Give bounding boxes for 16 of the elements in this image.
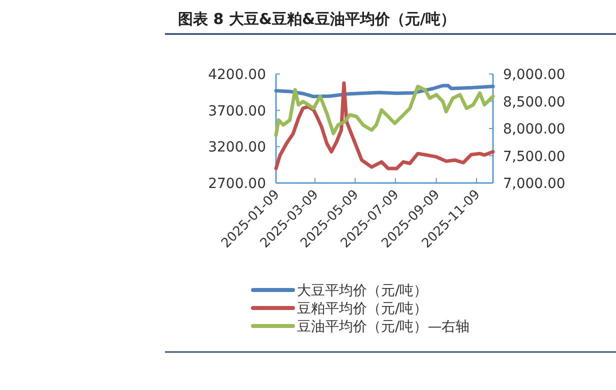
y2-tick-label: 8,000.00 bbox=[503, 122, 566, 138]
y2-tick-label: 8,500.00 bbox=[503, 94, 566, 110]
y2-tick-label: 9,000.00 bbox=[503, 67, 566, 83]
legend-label: 大豆平均价（元/吨） bbox=[297, 283, 428, 299]
chart-title: 图表 8 大豆&豆粕&豆油平均价（元/吨） bbox=[178, 10, 456, 28]
y2-tick-label: 7,000.00 bbox=[503, 176, 566, 192]
y-tick-label: 3200.00 bbox=[208, 140, 266, 156]
y-tick-label: 3700.00 bbox=[208, 103, 266, 120]
line-series bbox=[274, 84, 495, 137]
legend-label: 豆粕平均价（元/吨） bbox=[297, 301, 428, 317]
y-tick-label: 4200.00 bbox=[208, 67, 266, 83]
legend-label: 豆油平均价（元/吨）—右轴 bbox=[297, 319, 470, 335]
line-series bbox=[274, 81, 495, 170]
y2-tick-label: 7,500.00 bbox=[503, 148, 566, 165]
y-tick-label: 2700.00 bbox=[208, 176, 266, 192]
line-series bbox=[274, 84, 495, 98]
